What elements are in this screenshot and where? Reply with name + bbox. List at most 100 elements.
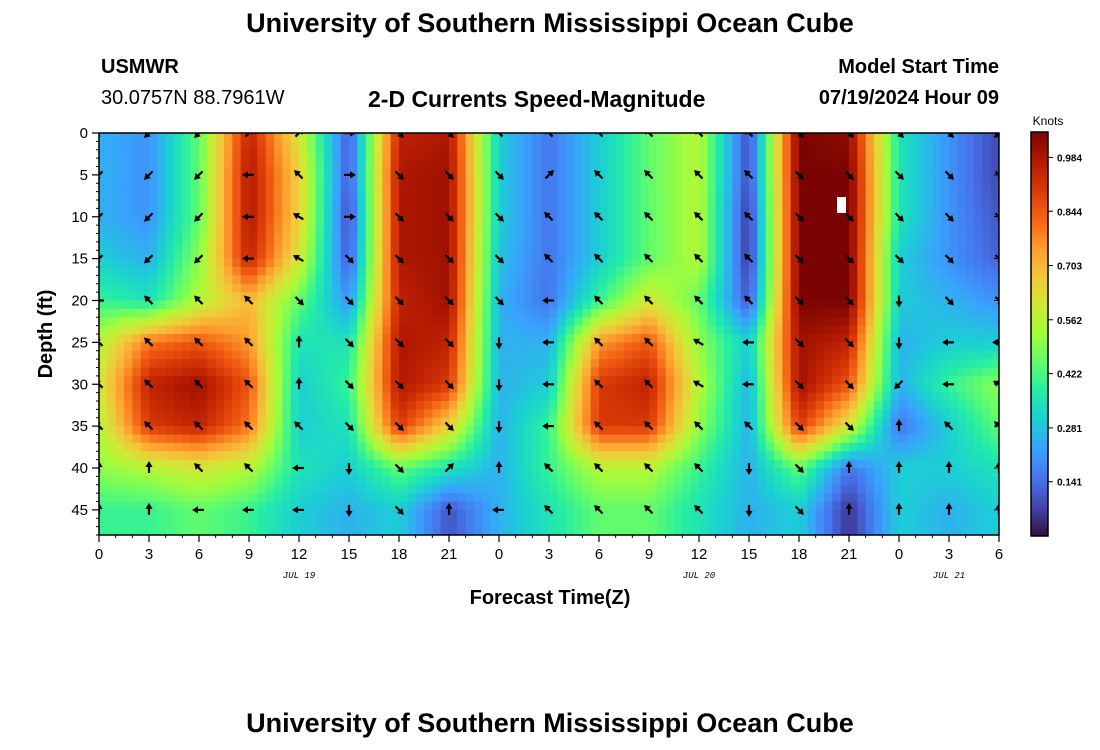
heatmap-cell <box>949 292 958 302</box>
heatmap-cell <box>465 409 475 419</box>
heatmap-cell <box>832 250 842 260</box>
heatmap-cell <box>165 392 175 402</box>
heatmap-cell <box>674 166 683 176</box>
heatmap-cell <box>782 367 792 377</box>
heatmap-cell <box>815 426 825 436</box>
heatmap-cell <box>207 392 217 402</box>
heatmap-cell <box>757 283 767 293</box>
heatmap-cell <box>274 308 283 318</box>
heatmap-cell <box>507 468 517 477</box>
heatmap-cell <box>282 317 292 327</box>
heatmap-cell <box>449 200 458 209</box>
heatmap-cell <box>782 183 792 193</box>
heatmap-cell <box>732 258 742 268</box>
heatmap-cell <box>99 375 108 385</box>
heatmap-cell <box>849 183 858 193</box>
heatmap-cell <box>874 174 883 184</box>
heatmap-cell <box>115 317 125 327</box>
heatmap-cell <box>465 476 475 486</box>
heatmap-cell <box>607 426 617 436</box>
heatmap-cell <box>499 417 508 427</box>
heatmap-cell <box>557 367 567 377</box>
heatmap-cell <box>307 417 317 427</box>
heatmap-cell <box>540 417 550 427</box>
heatmap-cell <box>174 442 183 452</box>
heatmap-cell <box>715 409 725 419</box>
heatmap-cell <box>674 133 683 142</box>
heatmap-cell <box>407 158 417 168</box>
heatmap-cell <box>749 417 758 427</box>
heatmap-cell <box>440 275 450 285</box>
heatmap-cell <box>432 334 442 343</box>
heatmap-cell <box>474 426 483 436</box>
heatmap-cell <box>665 384 675 394</box>
heatmap-cell <box>757 392 767 402</box>
heatmap-cell <box>524 476 533 486</box>
heatmap-cell <box>349 434 358 444</box>
heatmap-cell <box>357 149 367 159</box>
heatmap-cell <box>107 300 117 310</box>
heatmap-cell <box>590 350 600 360</box>
heatmap-cell <box>182 300 192 310</box>
heatmap-cell <box>657 166 667 176</box>
heatmap-cell <box>615 191 625 201</box>
heatmap-cell <box>482 133 492 142</box>
heatmap-cell <box>582 367 592 377</box>
heatmap-cell <box>107 384 117 394</box>
heatmap-cell <box>174 258 183 268</box>
chart-subtitle: 2-D Currents Speed-Magnitude <box>368 86 706 112</box>
heatmap-cell <box>107 392 117 402</box>
heatmap-cell <box>807 451 817 461</box>
heatmap-cell <box>349 200 358 209</box>
heatmap-cell <box>182 434 192 444</box>
heatmap-cell <box>615 250 625 260</box>
heatmap-cell <box>357 509 367 519</box>
heatmap-cell <box>782 509 792 519</box>
heatmap-cell <box>840 484 850 494</box>
heatmap-cell <box>265 258 275 268</box>
heatmap-cell <box>674 191 683 201</box>
heatmap-cell <box>824 233 833 243</box>
heatmap-cell <box>374 359 383 369</box>
heatmap-cell <box>524 275 533 285</box>
heatmap-cell <box>424 283 433 293</box>
heatmap-cell <box>749 359 758 369</box>
heatmap-cell <box>657 216 667 226</box>
heatmap-cell <box>482 141 492 151</box>
heatmap-cell <box>882 451 892 461</box>
heatmap-cell <box>607 401 617 410</box>
heatmap-cell <box>132 208 142 218</box>
heatmap-cell <box>524 308 533 318</box>
heatmap-cell <box>765 300 775 310</box>
heatmap-cell <box>749 141 758 151</box>
heatmap-cell <box>832 325 842 335</box>
heatmap-cell <box>624 283 633 293</box>
heatmap-cell <box>482 233 492 243</box>
heatmap-cell <box>149 183 158 193</box>
heatmap-cell <box>249 283 258 293</box>
heatmap-cell <box>699 225 708 235</box>
heatmap-cell <box>807 275 817 285</box>
heatmap-cell <box>407 292 417 302</box>
heatmap-cell <box>557 133 567 142</box>
heatmap-cell <box>440 258 450 268</box>
heatmap-cell <box>524 417 533 427</box>
heatmap-cell <box>149 133 158 142</box>
heatmap-cell <box>265 426 275 436</box>
heatmap-cell <box>882 133 892 142</box>
heatmap-cell <box>465 250 475 260</box>
heatmap-cell <box>640 225 650 235</box>
heatmap-cell <box>182 509 192 519</box>
heatmap-cell <box>924 317 933 327</box>
heatmap-cell <box>790 342 800 352</box>
heatmap-cell <box>715 325 725 335</box>
heatmap-cell <box>557 149 567 159</box>
heatmap-cell <box>457 434 467 444</box>
heatmap-cell <box>465 233 475 243</box>
heatmap-cell <box>374 367 383 377</box>
model-start-label: Model Start Time <box>838 56 999 78</box>
heatmap-cell <box>257 183 267 193</box>
heatmap-cell <box>940 501 950 511</box>
heatmap-cell <box>707 200 717 209</box>
heatmap-cell <box>890 442 900 452</box>
